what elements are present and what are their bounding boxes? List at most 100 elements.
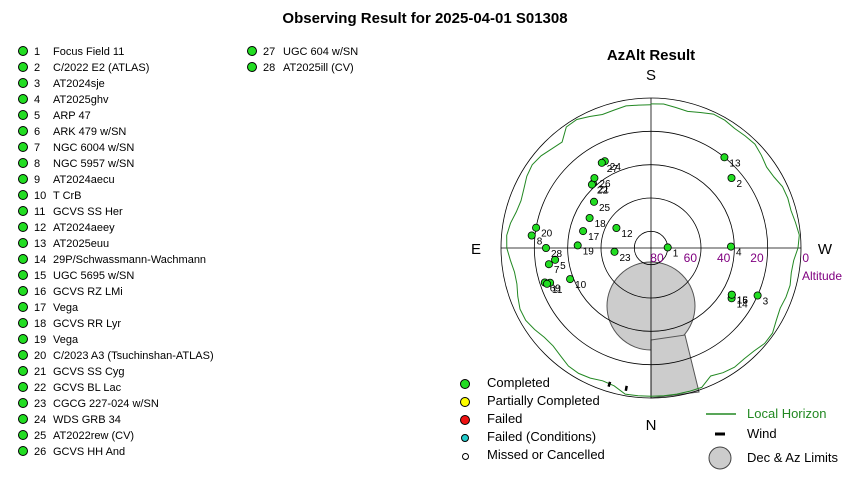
target-list-item: 6 ARK 479 w/SN <box>18 124 214 140</box>
target-name: GCVS RZ LMi <box>53 286 123 298</box>
status-dot-icon <box>18 78 28 89</box>
target-name: GCVS BL Lac <box>53 382 122 394</box>
target-number: 15 <box>34 270 47 282</box>
target-point <box>753 291 762 300</box>
target-point-label: 8 <box>537 237 543 248</box>
target-point <box>566 275 575 284</box>
target-number: 10 <box>34 190 47 202</box>
target-number: 6 <box>34 126 41 138</box>
status-dot-icon <box>18 398 28 409</box>
target-point <box>579 227 588 236</box>
status-dot-icon <box>18 414 28 425</box>
target-name: NGC 5957 w/SN <box>53 158 135 170</box>
altitude-tick-label: 60 <box>684 251 698 265</box>
target-point-label: 20 <box>541 229 553 240</box>
partial-dot-icon <box>460 397 470 407</box>
target-name: GCVS RR Lyr <box>53 318 122 330</box>
target-point-label: 15 <box>737 296 749 307</box>
target-list-item: 24 WDS GRB 34 <box>18 412 214 428</box>
target-number: 26 <box>34 446 47 458</box>
target-name: ARK 479 w/SN <box>53 126 127 138</box>
status-dot-icon <box>18 238 28 249</box>
target-name: UGC 5695 w/SN <box>53 270 135 282</box>
target-number: 28 <box>263 62 276 74</box>
target-list-item: 21 GCVS SS Cyg <box>18 364 214 380</box>
target-point-label: 17 <box>588 232 600 243</box>
wind-mark <box>607 381 612 388</box>
target-number: 23 <box>34 398 47 410</box>
target-number: 9 <box>34 174 41 186</box>
altitude-tick-label: 40 <box>717 251 731 265</box>
target-name: ARP 47 <box>53 110 91 122</box>
status-dot-icon <box>18 446 28 457</box>
status-dot-icon <box>18 350 28 361</box>
target-point-label: 11 <box>552 285 563 296</box>
target-name: AT2025euu <box>53 238 110 250</box>
status-dot-icon <box>18 318 28 329</box>
status-dot-icon <box>18 286 28 297</box>
target-name: C/2022 E2 (ATLAS) <box>53 62 150 74</box>
legend-failed-conditions: Failed (Conditions) <box>456 428 605 446</box>
target-name: C/2023 A3 (Tsuchinshan-ATLAS) <box>53 350 214 362</box>
status-dot-icon <box>18 270 28 281</box>
limits-circle-icon <box>708 446 732 470</box>
target-name: GCVS SS Her <box>53 206 123 218</box>
compass-label-east: E <box>471 241 481 258</box>
target-point-label: 12 <box>621 229 633 240</box>
target-point <box>585 213 594 222</box>
target-point-label: 23 <box>620 253 632 264</box>
status-dot-icon <box>18 334 28 345</box>
target-list-item: 26 GCVS HH And <box>18 444 214 460</box>
target-point-label: 1 <box>673 248 679 259</box>
status-dot-icon <box>18 366 28 377</box>
status-dot-icon <box>247 46 257 57</box>
target-point <box>727 242 736 251</box>
legend-completed: Completed <box>456 374 605 392</box>
target-name: AT2024sje <box>53 78 105 90</box>
wind-mark-icon <box>715 432 725 436</box>
target-list-item: 28 AT2025ill (CV) <box>247 60 358 76</box>
target-point-label: 21 <box>598 185 610 196</box>
status-dot-icon <box>18 94 28 105</box>
target-point <box>612 223 621 232</box>
target-point-label: 27 <box>607 164 619 175</box>
target-number: 27 <box>263 46 276 58</box>
target-list-item: 15 UGC 5695 w/SN <box>18 268 214 284</box>
missed-dot-icon <box>462 453 469 460</box>
failed-dot-icon <box>460 415 470 425</box>
page-title: Observing Result for 2025-04-01 S01308 <box>282 10 568 27</box>
target-name: 29P/Schwassmann-Wachmann <box>53 254 207 266</box>
legend-wind: Wind <box>704 424 838 444</box>
altitude-tick-label: 80 <box>650 251 664 265</box>
target-list-item: 20 C/2023 A3 (Tsuchinshan-ATLAS) <box>18 348 214 364</box>
target-point-label: 26 <box>599 179 611 190</box>
target-number: 5 <box>34 110 41 122</box>
wind-mark <box>624 385 628 392</box>
target-point-label: 24 <box>610 162 622 173</box>
target-list-column-1: 1 Focus Field 11 2 C/2022 E2 (ATLAS) 3 AT2024… <box>18 44 214 460</box>
target-point-label: 10 <box>575 280 587 291</box>
target-number: 3 <box>34 78 41 90</box>
target-number: 24 <box>34 414 47 426</box>
target-list-item: 25 AT2022rew (CV) <box>18 428 214 444</box>
target-number: 14 <box>34 254 47 266</box>
target-number: 4 <box>34 94 41 106</box>
target-point-label: 28 <box>551 249 563 260</box>
status-dot-icon <box>18 382 28 393</box>
target-name: Focus Field 11 <box>53 46 125 58</box>
target-list-item: 27 UGC 604 w/SN <box>247 44 358 60</box>
target-name: NGC 6004 w/SN <box>53 142 135 154</box>
target-name: AT2024aecu <box>53 174 115 186</box>
status-dot-icon <box>18 46 28 57</box>
target-point <box>720 153 729 162</box>
chart-title: AzAlt Result <box>607 47 695 64</box>
compass-label-north: N <box>646 417 657 434</box>
target-list-column-2: 27 UGC 604 w/SN 28 AT2025ill (CV) <box>247 44 358 76</box>
status-dot-icon <box>18 430 28 441</box>
status-dot-icon <box>18 158 28 169</box>
target-point-label: 19 <box>583 246 595 257</box>
status-dot-icon <box>18 302 28 313</box>
target-point <box>551 255 560 264</box>
target-list-item: 9 AT2024aecu <box>18 172 214 188</box>
completed-dot-icon <box>460 379 470 389</box>
